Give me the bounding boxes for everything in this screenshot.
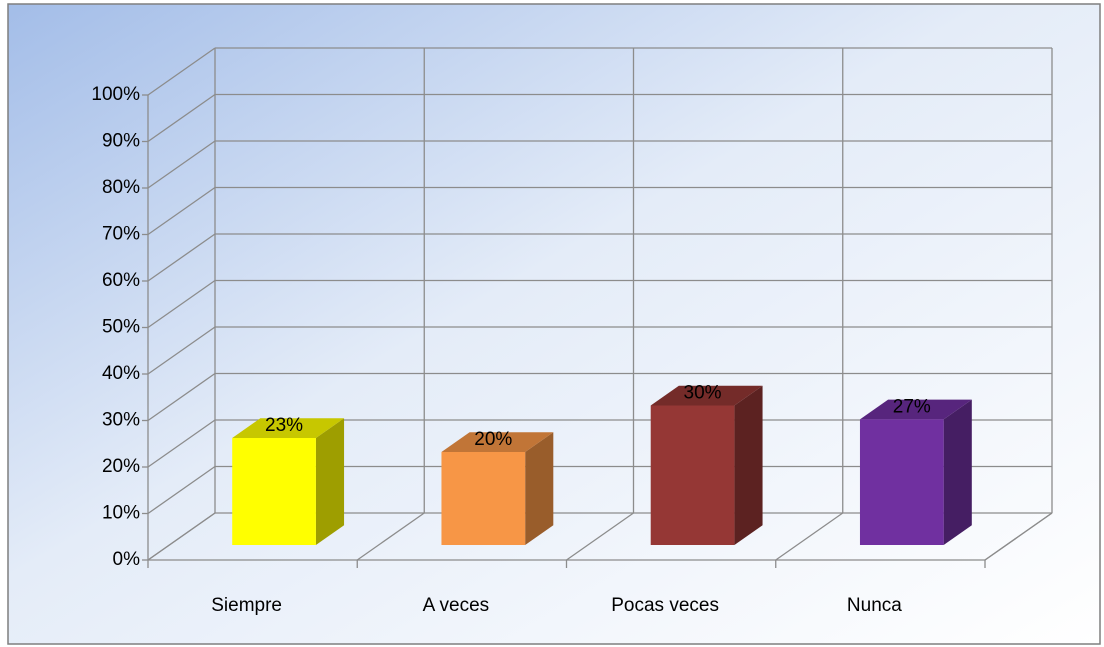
side-grid-line	[147, 186, 216, 236]
y-tick-label: 10%	[102, 503, 140, 524]
side-grid-line	[147, 465, 216, 515]
value-label: 30%	[684, 382, 722, 403]
bar	[441, 451, 526, 545]
side-grid-line	[147, 93, 216, 143]
bar	[859, 419, 944, 545]
bar-side	[943, 399, 972, 545]
floor-line	[566, 512, 634, 561]
chart-area	[7, 3, 1101, 645]
side-grid-line	[147, 233, 216, 282]
floor-edge	[984, 512, 1053, 561]
value-label: 27%	[893, 396, 931, 417]
bar-side	[525, 432, 554, 545]
y-tick-label: 70%	[102, 224, 140, 245]
x-tick-label: A veces	[423, 595, 490, 616]
side-grid-line	[147, 140, 216, 189]
side-grid-line	[147, 419, 216, 468]
bar-top	[650, 385, 763, 406]
bar-top	[441, 432, 554, 452]
y-tick-label: 0%	[113, 549, 141, 570]
side-grid-line	[147, 326, 216, 375]
value-label: 20%	[474, 429, 512, 450]
y-tick-label: 60%	[102, 270, 140, 291]
y-tick-label: 100%	[91, 84, 140, 105]
x-tick-label: Nunca	[847, 595, 902, 616]
bar-side	[734, 385, 763, 545]
bar-top	[232, 418, 345, 439]
bar-side	[315, 418, 345, 545]
y-tick-label: 80%	[102, 177, 140, 198]
bar	[232, 438, 316, 545]
y-tick-label: 30%	[102, 410, 140, 431]
side-grid-line	[147, 372, 216, 422]
side-grid-line	[147, 279, 216, 329]
bar	[650, 405, 735, 545]
value-label: 23%	[265, 415, 303, 436]
side-grid-line	[147, 512, 216, 561]
bar-top	[859, 399, 972, 420]
y-tick-label: 50%	[102, 317, 140, 338]
x-tick-label: Siempre	[211, 595, 282, 616]
y-tick-label: 40%	[102, 363, 140, 384]
floor-line	[775, 512, 844, 561]
side-grid-line	[147, 47, 216, 96]
y-tick-label: 20%	[102, 456, 140, 477]
floor-line	[356, 512, 425, 561]
y-tick-label: 90%	[102, 131, 140, 152]
x-tick-label: Pocas veces	[611, 595, 719, 616]
